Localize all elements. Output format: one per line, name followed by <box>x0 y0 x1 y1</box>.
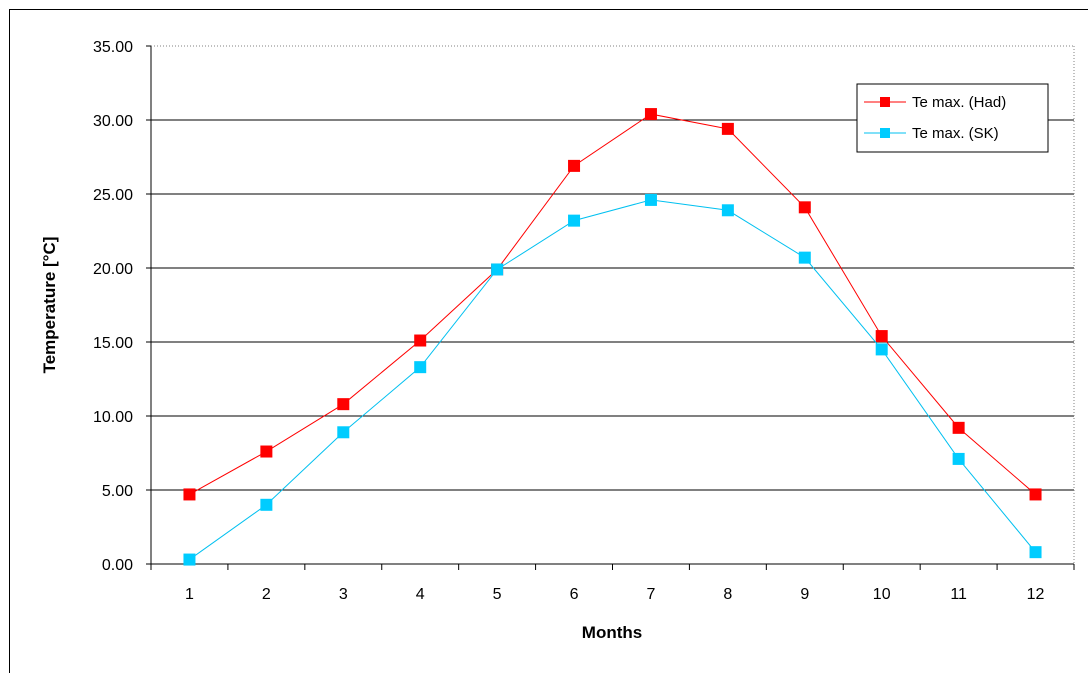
legend: Te max. (Had) Te max. (SK) <box>856 83 1049 153</box>
legend-item: Te max. (Had) <box>864 94 1006 111</box>
legend-marker <box>880 97 890 107</box>
data-point <box>721 122 734 135</box>
data-point <box>1029 546 1042 559</box>
x-tick-label: 4 <box>416 586 425 603</box>
data-point <box>260 445 273 458</box>
series-line <box>189 113 1036 495</box>
data-point <box>568 214 581 227</box>
data-point <box>183 553 196 566</box>
data-point <box>337 426 350 439</box>
x-tick-label: 8 <box>723 586 732 603</box>
x-tick-label: 9 <box>800 586 809 603</box>
legend-marker <box>880 128 890 138</box>
data-point <box>952 421 965 434</box>
x-tick-label: 7 <box>647 586 656 603</box>
x-tick-label: 12 <box>1027 586 1045 603</box>
x-tick-label: 3 <box>339 586 348 603</box>
y-tick-label: 20.00 <box>93 261 133 278</box>
data-point <box>414 361 427 374</box>
legend-box <box>856 83 1049 153</box>
legend-label: Te max. (SK) <box>912 125 999 142</box>
x-axis-ticks: 1 2 3 4 5 6 7 8 9 10 11 12 <box>150 564 1075 603</box>
data-point <box>875 330 888 343</box>
series-line <box>189 199 1036 560</box>
data-point <box>260 498 273 511</box>
data-point <box>1029 488 1042 501</box>
data-point <box>568 159 581 172</box>
data-point <box>798 251 811 264</box>
data-point <box>952 452 965 465</box>
y-tick-label: 25.00 <box>93 187 133 204</box>
x-tick-label: 1 <box>185 586 194 603</box>
data-point <box>644 108 657 121</box>
data-point <box>414 334 427 347</box>
data-point <box>798 201 811 214</box>
series-2 <box>183 193 1042 566</box>
y-tick-label: 10.00 <box>93 409 133 426</box>
x-tick-label: 11 <box>950 586 967 603</box>
data-point <box>644 193 657 206</box>
data-point <box>183 488 196 501</box>
y-tick-label: 5.00 <box>102 483 133 500</box>
data-point <box>337 398 350 411</box>
y-axis-title: Temperature [°C] <box>40 237 59 374</box>
gridlines <box>151 119 1074 491</box>
data-point <box>875 343 888 356</box>
x-tick-label: 5 <box>493 586 502 603</box>
y-tick-label: 15.00 <box>93 335 133 352</box>
data-point <box>721 204 734 217</box>
legend-label: Te max. (Had) <box>912 94 1006 111</box>
series-layer <box>183 108 1042 566</box>
chart-frame <box>9 9 1088 673</box>
y-tick-label: 30.00 <box>93 113 133 130</box>
data-point <box>491 263 504 276</box>
legend-item: Te max. (SK) <box>864 125 999 142</box>
x-tick-label: 10 <box>873 586 891 603</box>
x-axis-title: Months <box>582 623 642 642</box>
series-1 <box>183 108 1042 501</box>
y-tick-label: 0.00 <box>102 557 133 574</box>
x-tick-label: 2 <box>262 586 271 603</box>
x-tick-label: 6 <box>570 586 579 603</box>
y-axis-ticks: 0.00 5.00 10.00 15.00 20.00 25.00 30.00 35.00 <box>93 39 151 574</box>
y-tick-label: 35.00 <box>93 39 133 56</box>
